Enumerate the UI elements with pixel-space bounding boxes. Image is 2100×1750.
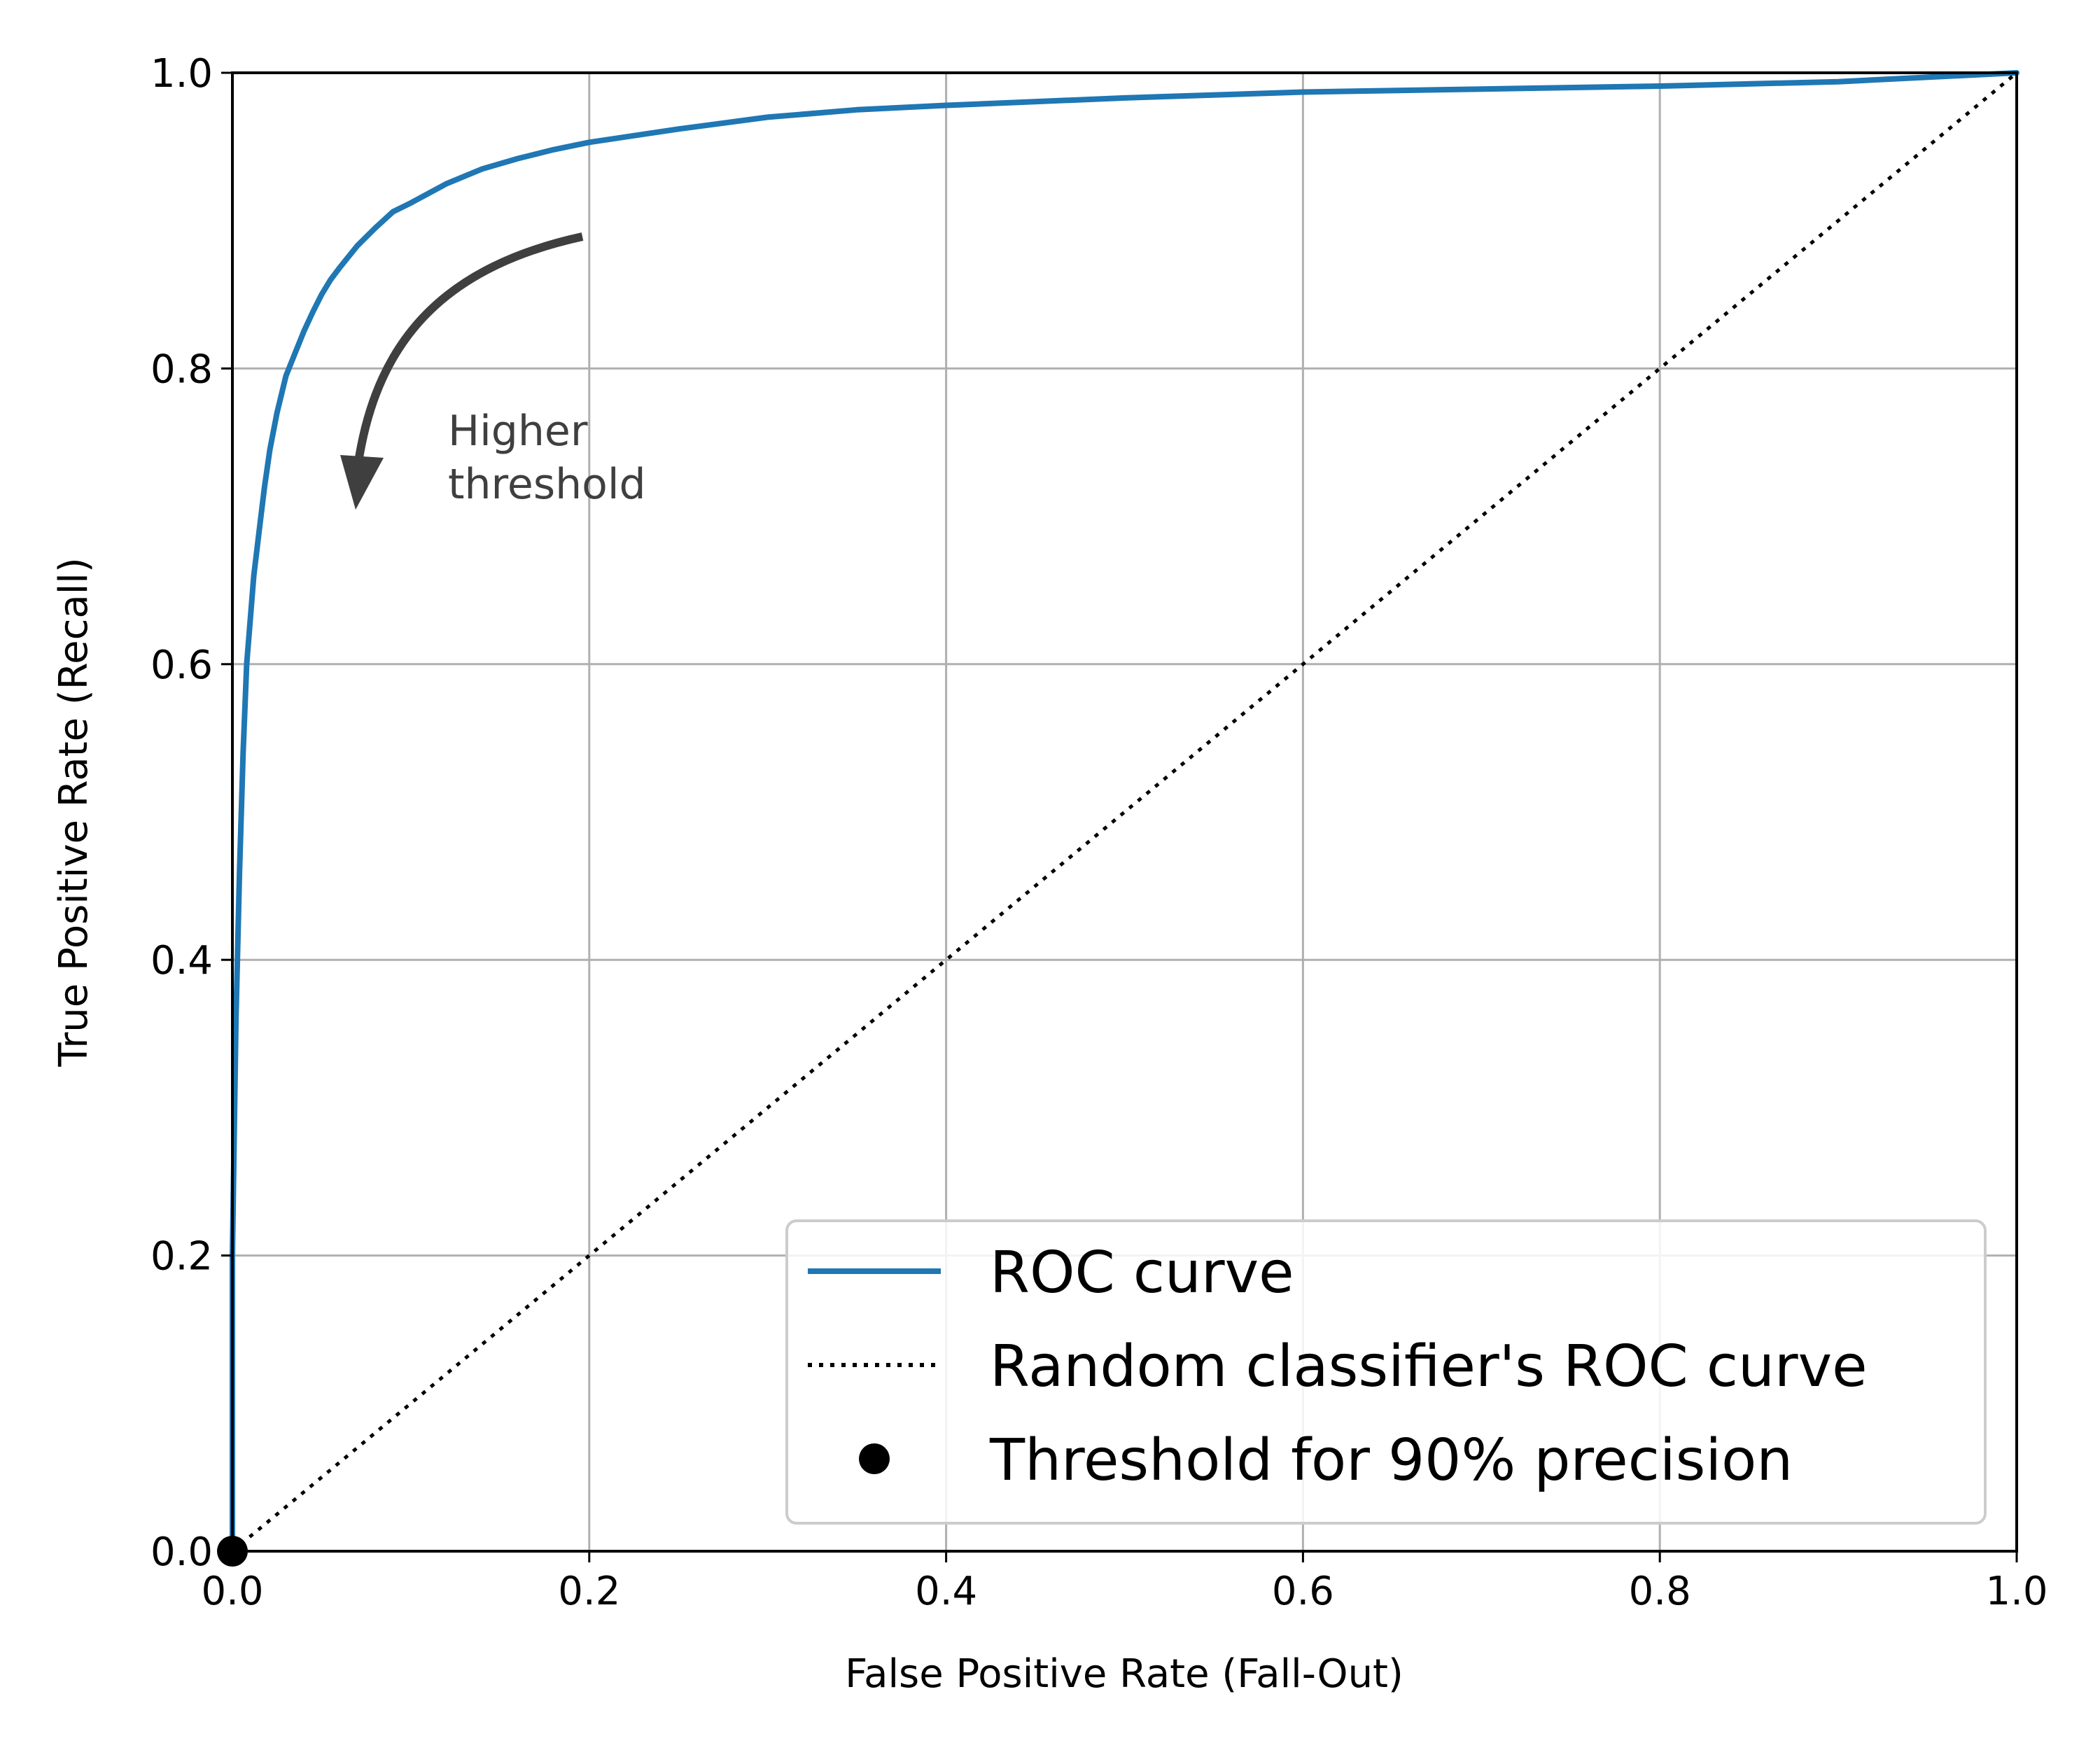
x-tick-label: 0.6	[1272, 1569, 1334, 1614]
x-tick-label: 0.0	[201, 1569, 263, 1614]
annotation-line-1: Higher	[448, 407, 588, 456]
legend-box	[785, 1219, 1987, 1525]
annotation-line-2: threshold	[448, 460, 646, 509]
x-tick-label: 1.0	[1985, 1569, 2047, 1614]
y-tick-label: 0.6	[150, 643, 213, 688]
arrowhead-icon	[340, 455, 384, 510]
legend-label-threshold: Threshold for 90% precision	[989, 1427, 1793, 1494]
y-axis-label: True Positive Rate (Recall)	[51, 557, 97, 1067]
legend-label-random-classifier: Random classifier's ROC curve	[990, 1334, 1868, 1400]
legend-swatch-threshold-marker	[859, 1443, 890, 1474]
arrow-shaft	[354, 232, 584, 463]
y-tick-label: 0.0	[150, 1530, 213, 1575]
roc-curve-line	[230, 70, 2019, 1554]
y-tick-label: 0.8	[150, 346, 213, 392]
y-tick-label: 0.2	[150, 1234, 213, 1280]
x-tick-label: 0.2	[558, 1569, 620, 1614]
x-tick-label: 0.4	[915, 1569, 977, 1614]
x-axis-label: False Positive Rate (Fall-Out)	[845, 1651, 1404, 1697]
y-tick-label: 0.4	[150, 938, 213, 983]
annotation: Higher threshold	[340, 232, 646, 510]
ticks: 0.0 0.2 0.4 0.6 0.8 1.0 0.0 0.2 0.4 0.6 0.8 1.0	[150, 51, 2048, 1614]
legend: ROC curve Random classifier's ROC curve …	[785, 1219, 1987, 1525]
plot-frame	[231, 71, 2018, 1553]
y-tick-label: 1.0	[150, 51, 213, 97]
x-tick-label: 0.8	[1629, 1569, 1691, 1614]
legend-label-roc-curve: ROC curve	[990, 1240, 1294, 1306]
